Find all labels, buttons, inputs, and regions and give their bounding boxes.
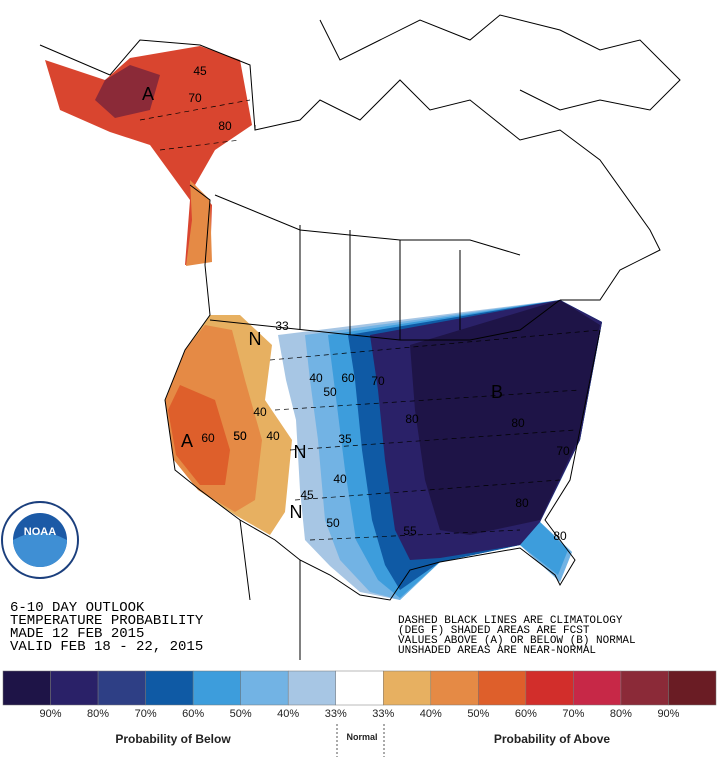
contour-label: 50 (233, 429, 247, 443)
contour-label: 80 (553, 529, 567, 543)
outlook-text: 6-10 DAY OUTLOOK (10, 600, 145, 616)
legend-label: 60% (515, 708, 537, 720)
contour-label: 80 (405, 412, 419, 426)
legend-swatch (525, 670, 574, 706)
below-title: Probability of Below (115, 732, 231, 746)
contour-label: 60 (201, 431, 215, 445)
contour-label: 35 (338, 432, 352, 446)
legend-swatch (335, 670, 384, 706)
contour-label: 50 (233, 429, 247, 443)
legend-swatch (240, 670, 289, 706)
outlook-text: TEMPERATURE PROBABILITY (10, 613, 204, 629)
contour-label: 40 (253, 405, 267, 419)
note-text: (DEG F) SHADED AREAS ARE FCST (398, 625, 590, 637)
legend-label: 90% (40, 708, 62, 720)
alaska-edge (186, 180, 212, 266)
contour-label: 55 (403, 524, 417, 538)
contour-label: 70 (556, 444, 570, 458)
contour-label: B (491, 382, 503, 402)
contour-label: N (249, 329, 262, 349)
contour-label: 50 (323, 385, 337, 399)
east-dark-navy (410, 300, 600, 535)
legend-swatch (430, 670, 479, 706)
contour-label: 70 (188, 91, 202, 105)
contour-label: 50 (326, 516, 340, 530)
contour-label: 40 (309, 371, 323, 385)
outlook-text: MADE 12 FEB 2015 (10, 626, 144, 642)
note-text: DASHED BLACK LINES ARE CLIMATOLOGY (398, 615, 623, 627)
legend-label: 80% (87, 708, 109, 720)
normal-title: Normal (346, 732, 377, 742)
legend-label: 50% (467, 708, 489, 720)
legend-label: 33% (325, 708, 347, 720)
outlook-text: VALID FEB 18 - 22, 2015 (10, 639, 203, 655)
contour-label: 80 (515, 496, 529, 510)
west-red (168, 385, 230, 485)
contour-label: 70 (371, 374, 385, 388)
contour-label: 33 (275, 319, 289, 333)
contour-label: 40 (333, 472, 347, 486)
climatology-lines (139, 99, 601, 541)
legend-swatch (668, 670, 717, 706)
legend-swatch (192, 670, 241, 706)
legend-label: 70% (562, 708, 584, 720)
legend-swatch (287, 670, 336, 706)
contour-label: 60 (341, 371, 355, 385)
legend-swatch (2, 670, 51, 706)
legend-label: 40% (420, 708, 442, 720)
legend-label: 80% (610, 708, 632, 720)
legend-swatch (97, 670, 146, 706)
logo-text: NOAA (24, 526, 56, 538)
legend-swatch (620, 670, 669, 706)
contour-label: A (181, 431, 193, 451)
alaska-core (95, 65, 160, 118)
legend-swatch (145, 670, 194, 706)
contour-label: A (142, 84, 154, 104)
legend-label: 33% (372, 708, 394, 720)
legend-swatch (50, 670, 99, 706)
borders (39, 14, 681, 660)
contour-label: N (294, 442, 307, 462)
contour-label: 45 (193, 64, 207, 78)
noaa-logo: NOAA (1, 501, 79, 579)
above-title: Probability of Above (494, 732, 611, 746)
legend-label: 70% (135, 708, 157, 720)
contour-label: 45 (300, 488, 314, 502)
legend-label: 50% (230, 708, 252, 720)
contour-label: 40 (266, 429, 280, 443)
note-text: UNSHADED AREAS ARE NEAR-NORMAL (398, 645, 596, 657)
legend-swatch (478, 670, 527, 706)
contour-label: 80 (218, 119, 232, 133)
legend-label: 60% (182, 708, 204, 720)
legend-label: 90% (657, 708, 679, 720)
legend-label: 40% (277, 708, 299, 720)
contour-label: 80 (511, 416, 525, 430)
note-text: VALUES ABOVE (A) OR BELOW (B) NORMAL (398, 635, 636, 647)
legend-swatch (573, 670, 622, 706)
legend-swatch (383, 670, 432, 706)
contour-label: N (290, 502, 303, 522)
